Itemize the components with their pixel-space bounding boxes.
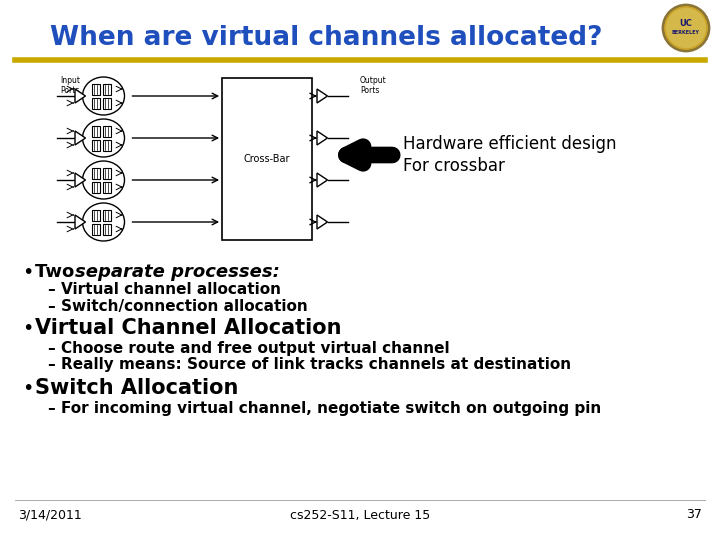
Ellipse shape (83, 161, 125, 199)
Bar (102, 98, 110, 109)
Text: UC: UC (680, 19, 693, 29)
Text: separate processes:: separate processes: (75, 263, 280, 281)
Bar (91, 224, 99, 234)
Text: Switch Allocation: Switch Allocation (35, 378, 238, 398)
Ellipse shape (83, 119, 125, 157)
Text: Virtual Channel Allocation: Virtual Channel Allocation (35, 318, 341, 338)
Bar (102, 139, 110, 151)
Text: Two: Two (35, 263, 81, 281)
Polygon shape (75, 173, 86, 187)
Text: 3/14/2011: 3/14/2011 (18, 509, 82, 522)
Bar (222, 78, 312, 240)
Bar (91, 210, 99, 220)
Polygon shape (317, 89, 328, 103)
Bar (102, 224, 110, 234)
Bar (91, 181, 99, 192)
Text: •: • (22, 262, 33, 281)
Circle shape (664, 6, 708, 50)
Text: •: • (22, 379, 33, 397)
Polygon shape (317, 215, 328, 229)
Bar (91, 98, 99, 109)
Ellipse shape (83, 203, 125, 241)
Bar (91, 125, 99, 137)
Polygon shape (75, 131, 86, 145)
Text: For crossbar: For crossbar (403, 157, 505, 175)
Bar (102, 210, 110, 220)
Text: Hardware efficient design: Hardware efficient design (403, 135, 616, 153)
Bar (91, 84, 99, 94)
Polygon shape (317, 173, 328, 187)
Bar (102, 125, 110, 137)
Bar (91, 139, 99, 151)
Bar (102, 167, 110, 179)
Bar (102, 84, 110, 94)
Bar (91, 167, 99, 179)
Text: cs252-S11, Lecture 15: cs252-S11, Lecture 15 (290, 509, 430, 522)
Text: Output
Ports: Output Ports (360, 76, 387, 96)
Text: Input
Ports: Input Ports (60, 76, 80, 96)
Text: 37: 37 (686, 509, 702, 522)
Text: – For incoming virtual channel, negotiate switch on outgoing pin: – For incoming virtual channel, negotiat… (48, 401, 601, 415)
Text: – Really means: Source of link tracks channels at destination: – Really means: Source of link tracks ch… (48, 356, 571, 372)
Text: – Choose route and free output virtual channel: – Choose route and free output virtual c… (48, 341, 449, 355)
Text: – Virtual channel allocation: – Virtual channel allocation (48, 282, 281, 298)
Polygon shape (75, 89, 86, 103)
Text: – Switch/connection allocation: – Switch/connection allocation (48, 299, 307, 314)
Text: BERKELEY: BERKELEY (672, 30, 700, 36)
Ellipse shape (83, 77, 125, 115)
Text: Cross-Bar: Cross-Bar (244, 154, 290, 164)
Polygon shape (317, 131, 328, 145)
Text: When are virtual channels allocated?: When are virtual channels allocated? (50, 25, 603, 51)
Text: •: • (22, 319, 33, 338)
Polygon shape (75, 215, 86, 229)
Bar (102, 181, 110, 192)
